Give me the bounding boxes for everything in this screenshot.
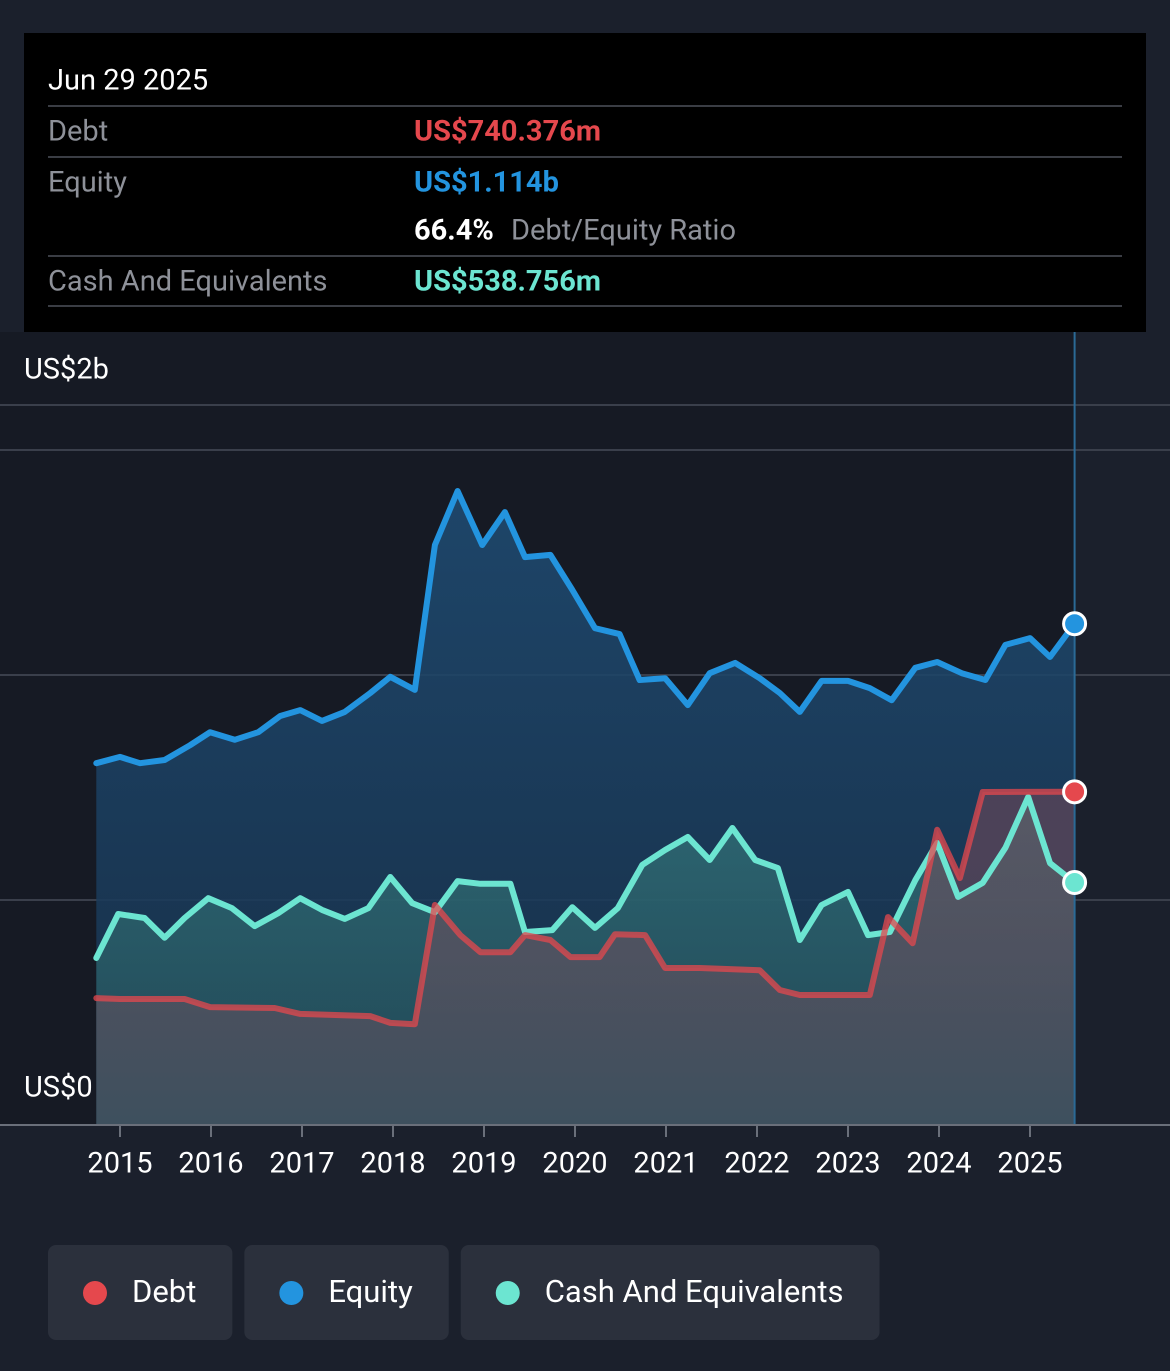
y-tick-label: US$0: [24, 1071, 93, 1105]
legend-label: Cash And Equivalents: [545, 1273, 844, 1310]
tooltip-label: Cash And Equivalents: [48, 265, 328, 299]
legend-label: Equity: [328, 1273, 413, 1310]
x-tick-label: 2023: [815, 1147, 880, 1181]
legend-item[interactable]: Equity: [244, 1245, 449, 1340]
end-point: [1062, 779, 1088, 805]
tooltip-value: US$538.756m: [414, 265, 601, 299]
line: [93, 794, 1078, 961]
legend-item[interactable]: Debt: [48, 1245, 233, 1340]
y-axis-top-label: US$2b: [24, 353, 109, 387]
legend-button: [244, 1245, 449, 1340]
legend-button: [48, 1245, 233, 1340]
tooltip-date: Jun 29 2025: [48, 64, 208, 98]
x-tick-label: 2016: [178, 1147, 243, 1181]
x-tick-label: 2017: [269, 1147, 334, 1181]
x-tick-label: 2019: [451, 1147, 516, 1181]
tooltip-value: US$740.376m: [414, 115, 601, 149]
x-tick-label: 2020: [542, 1147, 607, 1181]
x-tick-label: 2015: [87, 1147, 152, 1181]
x-tick-label: 2024: [906, 1147, 971, 1181]
legend-dot: [495, 1281, 520, 1305]
legend-dot: [83, 1281, 107, 1305]
x-tick-label: 2022: [724, 1147, 789, 1181]
tooltip-box: [24, 33, 1146, 332]
tooltip-ratio-label: Debt/Equity Ratio: [511, 214, 736, 248]
line: [93, 488, 1078, 767]
line: [93, 788, 1078, 1028]
tooltip-ratio: 66.4%: [414, 214, 494, 248]
x-tick-label: 2021: [633, 1147, 698, 1181]
tooltip-label: Debt: [48, 115, 108, 149]
tooltip-label: Equity: [48, 166, 127, 200]
legend-label: Debt: [132, 1273, 196, 1310]
end-point: [1062, 611, 1088, 637]
legend-button: [460, 1245, 880, 1340]
x-tick-label: 2025: [997, 1147, 1062, 1181]
legend-item[interactable]: Cash And Equivalents: [460, 1245, 880, 1340]
tooltip-value: US$1.114b: [414, 166, 559, 200]
x-tick-label: 2018: [360, 1147, 425, 1181]
end-point: [1062, 870, 1088, 896]
legend-dot: [279, 1281, 304, 1305]
